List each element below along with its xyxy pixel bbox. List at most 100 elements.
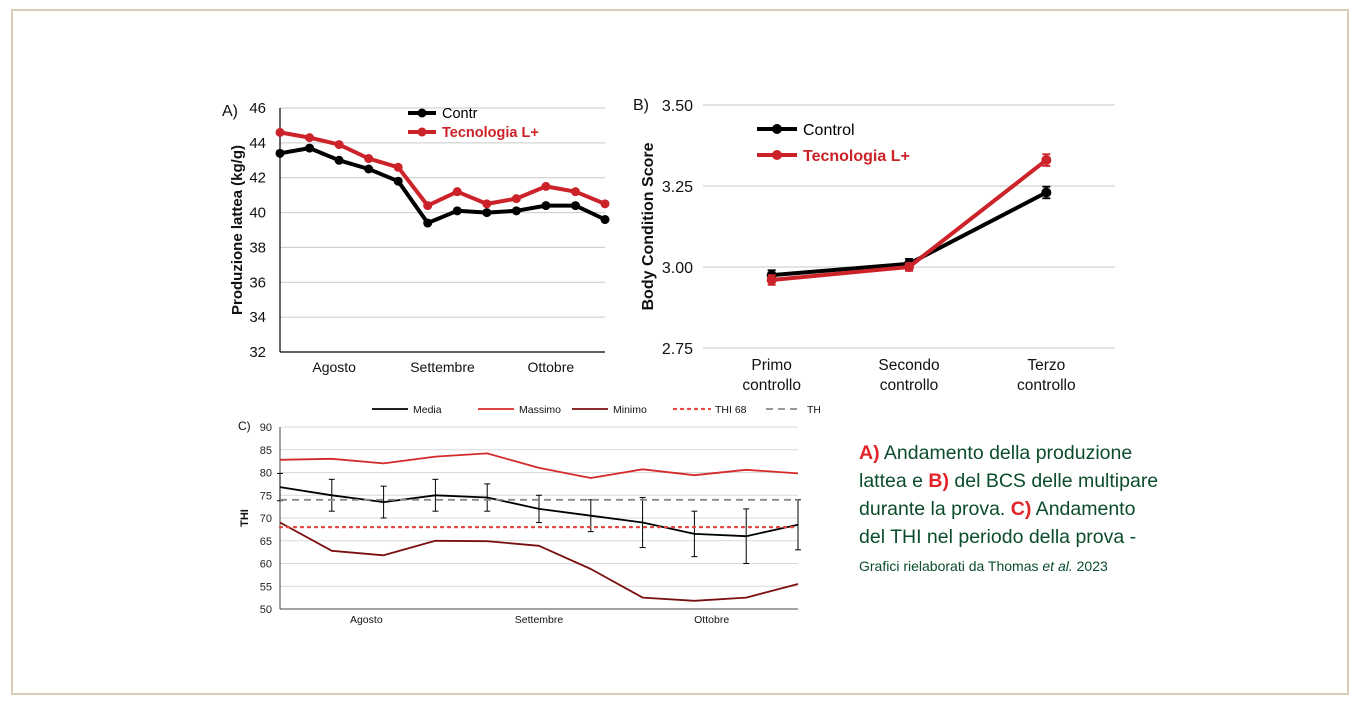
data-point bbox=[305, 143, 315, 153]
series-line bbox=[279, 521, 799, 602]
data-point bbox=[423, 201, 433, 211]
y-tick-label: 32 bbox=[249, 344, 266, 361]
legend-label: Massimo bbox=[519, 404, 561, 416]
y-tick-label: 3.25 bbox=[662, 179, 693, 196]
data-point bbox=[904, 262, 914, 272]
data-point bbox=[1041, 187, 1052, 198]
x-tick-label: controllo bbox=[742, 377, 801, 394]
legend-label: Minimo bbox=[613, 404, 647, 416]
y-tick-label: 38 bbox=[249, 239, 266, 256]
data-point bbox=[482, 208, 492, 218]
image-frame bbox=[11, 9, 1349, 695]
data-point bbox=[275, 148, 285, 158]
y-tick-label: 60 bbox=[260, 559, 272, 571]
data-point bbox=[393, 176, 403, 186]
bcs-chart: 2.75 3.00 3.25 3.50 B) Body Condition Score Pr… bbox=[633, 97, 1115, 394]
series-line bbox=[279, 146, 606, 225]
panel-label: A) bbox=[222, 103, 238, 120]
y-tick-label: 80 bbox=[260, 468, 272, 480]
data-point bbox=[334, 155, 344, 165]
y-tick-label: 55 bbox=[260, 581, 272, 593]
data-point bbox=[541, 201, 551, 211]
data-point bbox=[364, 164, 374, 174]
data-point bbox=[511, 206, 521, 216]
data-point bbox=[600, 199, 610, 209]
legend-marker bbox=[772, 150, 782, 160]
data-point bbox=[1041, 155, 1052, 166]
data-point bbox=[482, 199, 492, 209]
y-tick-label: 2.75 bbox=[662, 341, 693, 358]
legend-label: Contr bbox=[442, 106, 478, 122]
y-axis-title: THI bbox=[239, 509, 251, 527]
data-point bbox=[364, 154, 374, 164]
data-point bbox=[305, 133, 315, 143]
x-tick-label: Terzo bbox=[1027, 357, 1065, 374]
caption-label-a: A) bbox=[859, 442, 880, 464]
data-point bbox=[393, 162, 403, 172]
y-tick-label: 44 bbox=[249, 135, 266, 152]
y-tick-label: 90 bbox=[260, 422, 272, 434]
x-group-label: Settembre bbox=[515, 614, 564, 626]
x-tick-label: controllo bbox=[1017, 377, 1076, 394]
data-point bbox=[766, 274, 777, 285]
x-group-label: Agosto bbox=[350, 614, 383, 626]
series-line bbox=[279, 452, 799, 479]
series-line bbox=[279, 130, 606, 208]
y-tick-label: 50 bbox=[260, 604, 272, 616]
legend-marker bbox=[417, 108, 427, 118]
data-point bbox=[275, 127, 285, 137]
y-tick-label: 42 bbox=[249, 170, 266, 187]
x-group-label: Ottobre bbox=[694, 614, 729, 626]
caption-label-b: B) bbox=[928, 470, 949, 492]
data-point bbox=[452, 206, 462, 216]
data-point bbox=[600, 215, 610, 225]
y-tick-label: 40 bbox=[249, 205, 266, 222]
caption-text-c: Andamento del THI nel periodo della prov… bbox=[859, 498, 1137, 548]
y-axis-title: Body Condition Score bbox=[640, 142, 657, 310]
caption-label-c: C) bbox=[1010, 498, 1032, 520]
caption-source: Grafici rielaborati da Thomas et al. 202… bbox=[859, 558, 1108, 574]
x-group-label: Ottobre bbox=[527, 359, 574, 375]
y-tick-label: 75 bbox=[260, 490, 272, 502]
y-tick-label: 85 bbox=[260, 445, 272, 457]
figure-caption: A) Andamento della produzione lattea e B… bbox=[859, 439, 1159, 580]
legend-marker bbox=[417, 127, 427, 137]
y-axis-title: Produzione lattea (kg/g) bbox=[229, 145, 246, 315]
caption-source-text: Grafici rielaborati da Thomas bbox=[859, 558, 1043, 574]
y-tick-label: 3.50 bbox=[662, 98, 693, 115]
legend-label: THI 68 bbox=[715, 404, 747, 416]
milk-production-chart: 32 34 36 38 40 42 44 46 Agosto Settembre Ottobre A)… bbox=[222, 100, 610, 375]
y-tick-label: 46 bbox=[249, 100, 266, 117]
y-tick-label: 65 bbox=[260, 536, 272, 548]
x-group-label: Settembre bbox=[410, 359, 475, 375]
panel-label: C) bbox=[238, 419, 251, 433]
data-point bbox=[423, 218, 433, 228]
data-point bbox=[334, 140, 344, 150]
x-tick-label: controllo bbox=[880, 377, 939, 394]
data-point bbox=[541, 181, 551, 191]
panel-label: B) bbox=[633, 97, 649, 114]
data-point bbox=[452, 187, 462, 197]
caption-source-year: 2023 bbox=[1072, 558, 1108, 574]
y-tick-label: 3.00 bbox=[662, 260, 693, 277]
legend-marker bbox=[772, 124, 782, 134]
x-tick-label: Secondo bbox=[878, 357, 939, 374]
x-tick-label: Primo bbox=[751, 357, 791, 374]
x-group-label: Agosto bbox=[312, 359, 356, 375]
data-point bbox=[570, 201, 580, 211]
caption-text-a: Andamento della produzione lattea e bbox=[859, 442, 1133, 492]
caption-text-b: del BCS delle multipare durante la prova… bbox=[859, 470, 1159, 520]
data-point bbox=[570, 187, 580, 197]
y-tick-label: 70 bbox=[260, 513, 272, 525]
legend-label: Media bbox=[413, 404, 442, 416]
data-point bbox=[511, 194, 521, 204]
y-tick-label: 34 bbox=[249, 309, 266, 326]
legend-label: Tecnologia L+ bbox=[803, 148, 910, 165]
legend-label: THI 74 bbox=[807, 404, 820, 416]
thi-chart: 50 55 60 65 70 75 80 85 90 C) THI Agosto Settembre Ot… bbox=[238, 404, 820, 626]
caption-source-etal: et al. bbox=[1042, 558, 1073, 574]
legend-label: Control bbox=[803, 122, 855, 139]
y-tick-label: 36 bbox=[249, 274, 266, 291]
legend-label: Tecnologia L+ bbox=[442, 125, 539, 141]
